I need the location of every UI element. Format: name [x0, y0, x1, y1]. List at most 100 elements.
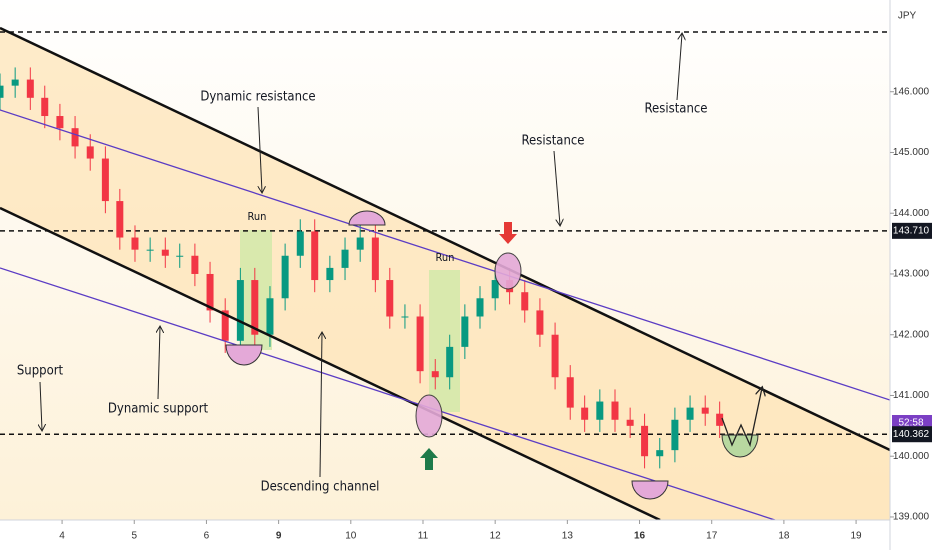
annotation: Descending channel	[261, 480, 380, 495]
touch	[631, 480, 669, 500]
x-tick-label: 16	[634, 531, 646, 542]
y-tick-label: 146.000	[893, 86, 930, 97]
channel-lower	[0, 206, 661, 522]
candle-body	[566, 377, 574, 408]
time-axis	[0, 520, 890, 550]
candle-body	[431, 371, 439, 378]
candle-body	[596, 401, 604, 420]
candle-body	[281, 255, 289, 299]
candle-body	[716, 413, 724, 426]
candle-body	[161, 249, 169, 256]
dynamic-resistance	[0, 109, 891, 401]
candle-body	[206, 273, 214, 311]
candle-body	[521, 292, 529, 311]
x-tick-label: 13	[562, 531, 574, 542]
candle-body	[581, 407, 589, 420]
y-tick-label: 144.000	[893, 208, 930, 219]
candle-body	[476, 298, 484, 317]
leader	[158, 327, 160, 400]
candle-body	[641, 425, 649, 457]
candle-body	[401, 316, 409, 318]
x-tick-label: 5	[131, 531, 137, 542]
level-box	[892, 222, 932, 239]
candle-body	[701, 407, 709, 414]
candle-body	[26, 79, 34, 98]
candle-body	[56, 116, 64, 129]
x-tick-label: 18	[778, 531, 790, 542]
candle-body	[41, 97, 49, 117]
candle-body	[416, 316, 424, 372]
x-tick-label: 10	[345, 531, 357, 542]
candle-body	[311, 231, 319, 281]
candle-body	[86, 146, 94, 159]
y-tick-label: 139.000	[893, 512, 930, 523]
y-tick-label: 143.000	[893, 269, 930, 280]
drawings	[0, 26, 891, 522]
candle-body	[326, 267, 334, 281]
touch	[415, 394, 443, 438]
currency: JPY	[898, 11, 917, 22]
annotation: Resistance	[522, 134, 585, 149]
candle-body	[341, 249, 349, 268]
level-label: 143.710	[893, 225, 930, 236]
annotation: Run	[436, 251, 455, 264]
x-tick-label: 4	[59, 531, 65, 542]
annotation: Run	[248, 210, 267, 223]
x-tick-label: 12	[490, 531, 502, 542]
annotation: Dynamic resistance	[200, 90, 315, 105]
candle-body	[176, 255, 184, 257]
leader	[320, 333, 322, 478]
x-tick-label: 19	[851, 531, 863, 542]
candle-body	[191, 255, 199, 274]
candle-body	[101, 158, 109, 202]
x-tick-label: 17	[706, 531, 718, 542]
candle-body	[491, 280, 499, 299]
candle-body	[461, 316, 469, 347]
level-box	[892, 426, 932, 443]
x-tick-label: 6	[204, 531, 210, 542]
up-arrow	[420, 448, 438, 470]
countdown: 52:58	[898, 418, 923, 429]
candle-body	[0, 85, 4, 98]
y-tick-label: 140.000	[893, 451, 930, 462]
level-label: 140.362	[893, 429, 930, 440]
candle-body	[266, 298, 274, 335]
y-tick-label: 141.000	[893, 390, 930, 401]
channel-upper	[0, 26, 891, 452]
leader	[40, 381, 42, 430]
candle-body	[446, 346, 454, 378]
candle-body	[146, 249, 154, 251]
candle-body	[236, 280, 244, 341]
candle-body	[371, 237, 379, 281]
x-tick-label: 9	[276, 531, 282, 542]
annotation: Dynamic support	[108, 402, 209, 417]
candle-body	[626, 419, 634, 426]
leader	[676, 34, 682, 101]
candle-body	[71, 128, 79, 147]
annotation: Resistance	[645, 102, 708, 117]
candle-body	[356, 237, 364, 250]
annotation: Support	[17, 364, 64, 379]
x-tick-label: 11	[418, 531, 429, 542]
touch	[348, 210, 386, 226]
down-arrow	[499, 222, 517, 244]
leader	[257, 106, 262, 192]
candle-body	[221, 310, 229, 341]
price-axis	[890, 0, 932, 550]
candle-body	[656, 450, 664, 457]
y-tick-label: 142.000	[893, 329, 930, 340]
candle-body	[251, 280, 259, 335]
projection-arrow	[721, 388, 762, 448]
y-tick-label: 145.000	[893, 147, 930, 158]
touch	[494, 252, 522, 290]
candle-body	[671, 419, 679, 451]
candle-body	[386, 280, 394, 317]
candle-body	[116, 201, 124, 238]
dynamic-support	[0, 267, 776, 521]
candle-body	[11, 79, 19, 86]
candle-body	[686, 407, 694, 420]
leader	[553, 150, 560, 225]
candle-body	[611, 401, 619, 420]
touch	[225, 344, 263, 366]
